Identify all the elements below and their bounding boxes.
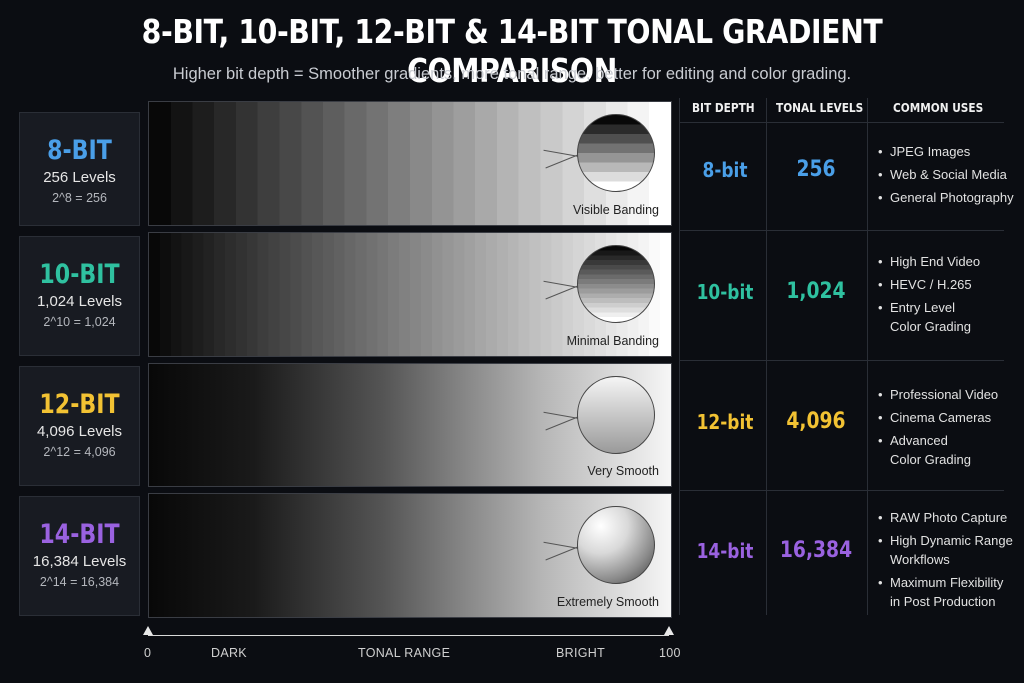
table-row-divider (679, 230, 1004, 231)
gradient-strip-10bit: Minimal Banding (148, 232, 672, 357)
axis-max-label: 100 (659, 646, 681, 660)
axis-center-label: TONAL RANGE (358, 646, 451, 660)
table-divider (679, 98, 680, 615)
formula-text: 2^8 = 256 (52, 191, 107, 205)
banding-caption: Very Smooth (587, 464, 659, 478)
list-item: Cinema Cameras (878, 408, 998, 427)
sphere-icon (577, 376, 655, 454)
list-item: JPEG Images (878, 142, 1014, 161)
list-item: Advanced Color Grading (878, 431, 998, 469)
uses-list: High End Video HEVC / H.265 Entry Level … (878, 252, 980, 340)
formula-text: 2^14 = 16,384 (39, 575, 120, 589)
page-subtitle: Higher bit depth = Smoother gradients, m… (172, 65, 852, 83)
header-tonal-levels: TONAL LEVELS (776, 101, 864, 115)
sphere-icon (577, 114, 655, 192)
list-item: Maximum Flexibility in Post Production (878, 573, 1013, 611)
gradient-strip-8bit: Visible Banding (148, 101, 672, 226)
uses-list: RAW Photo Capture High Dynamic Range Wor… (878, 508, 1013, 615)
table-bit-depth-cell: 14-bit (696, 539, 754, 563)
table-divider (867, 98, 868, 615)
table-levels-cell: 16,384 (779, 538, 853, 563)
sphere-icon (577, 245, 655, 323)
list-item: Professional Video (878, 385, 998, 404)
table-bit-depth-cell: 8-bit (702, 158, 748, 182)
list-item: Entry Level Color Grading (878, 298, 980, 336)
banding-caption: Visible Banding (573, 203, 659, 217)
sphere-icon (577, 506, 655, 584)
axis-start-marker-icon (143, 626, 153, 635)
table-bit-depth-cell: 10-bit (696, 280, 754, 304)
banding-caption: Extremely Smooth (556, 595, 659, 609)
axis-dark-label: DARK (211, 646, 247, 660)
table-divider (766, 98, 767, 615)
table-row-divider (679, 490, 1004, 491)
bit-label: 8-BIT (47, 135, 112, 166)
list-item: RAW Photo Capture (878, 508, 1013, 527)
tonal-axis-line (148, 635, 669, 636)
label-box-8bit: 8-BIT 256 Levels 2^8 = 256 (19, 112, 140, 226)
levels-text: 1,024 Levels (36, 293, 123, 310)
label-box-14bit: 14-BIT 16,384 Levels 2^14 = 16,384 (19, 496, 140, 616)
gradient-strip-12bit: Very Smooth (148, 363, 672, 487)
banding-caption: Minimal Banding (566, 334, 659, 348)
gradient-strip-14bit: Extremely Smooth (148, 493, 672, 618)
levels-text: 4,096 Levels (36, 423, 123, 440)
axis-end-marker-icon (664, 626, 674, 635)
formula-text: 2^12 = 4,096 (43, 445, 116, 459)
uses-list: Professional Video Cinema Cameras Advanc… (878, 385, 998, 473)
levels-text: 16,384 Levels (32, 553, 127, 570)
list-item: High End Video (878, 252, 980, 271)
header-common-uses: COMMON USES (893, 101, 984, 115)
page-title: 8-BIT, 10-BIT, 12-BIT & 14-BIT TONAL GRA… (141, 12, 883, 90)
list-item: HEVC / H.265 (878, 275, 980, 294)
bit-label: 14-BIT (39, 519, 120, 550)
formula-text: 2^10 = 1,024 (43, 315, 116, 329)
list-item: General Photography (878, 188, 1014, 207)
uses-list: JPEG Images Web & Social Media General P… (878, 142, 1014, 211)
table-row-divider (679, 122, 1004, 123)
levels-text: 256 Levels (43, 169, 116, 186)
list-item: Web & Social Media (878, 165, 1014, 184)
table-levels-cell: 4,096 (786, 409, 846, 434)
axis-bright-label: BRIGHT (556, 646, 606, 660)
bit-label: 12-BIT (39, 389, 120, 420)
label-box-12bit: 12-BIT 4,096 Levels 2^12 = 4,096 (19, 366, 140, 486)
label-box-10bit: 10-BIT 1,024 Levels 2^10 = 1,024 (19, 236, 140, 356)
table-row-divider (679, 360, 1004, 361)
bit-label: 10-BIT (39, 259, 120, 290)
axis-min-label: 0 (144, 646, 152, 660)
table-levels-cell: 256 (796, 157, 836, 182)
table-levels-cell: 1,024 (786, 279, 846, 304)
header-bit-depth: BIT DEPTH (692, 101, 755, 115)
list-item: High Dynamic Range Workflows (878, 531, 1013, 569)
table-bit-depth-cell: 12-bit (696, 410, 754, 434)
